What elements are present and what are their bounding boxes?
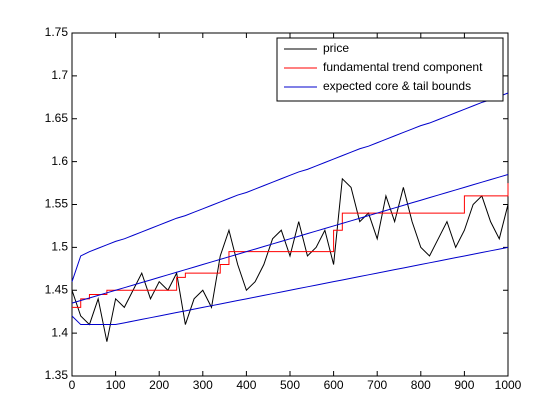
x-tick-label: 300 xyxy=(193,378,213,392)
y-tick-label: 1.6 xyxy=(51,154,68,168)
y-tick-label: 1.45 xyxy=(45,282,69,296)
x-tick-label: 700 xyxy=(367,378,387,392)
x-tick-label: 200 xyxy=(149,378,169,392)
legend-label: price xyxy=(323,41,349,55)
series-line xyxy=(71,246,509,326)
x-tick-label: 0 xyxy=(69,378,76,392)
y-tick-label: 1.5 xyxy=(51,240,68,254)
x-tick-label: 900 xyxy=(454,378,474,392)
series-line xyxy=(71,92,509,282)
x-tick-label: 1000 xyxy=(495,378,522,392)
x-tick-label: 800 xyxy=(411,378,431,392)
y-tick-label: 1.55 xyxy=(45,197,69,211)
y-tick-label: 1.4 xyxy=(51,325,68,339)
y-tick-label: 1.75 xyxy=(45,25,69,39)
x-tick-label: 500 xyxy=(280,378,300,392)
series-line xyxy=(72,183,509,308)
series-line xyxy=(71,174,509,304)
y-tick-label: 1.65 xyxy=(45,111,69,125)
legend-label: fundamental trend component xyxy=(323,60,483,74)
x-tick-label: 400 xyxy=(236,378,256,392)
y-tick-label: 1.35 xyxy=(45,368,69,382)
x-tick-label: 100 xyxy=(106,378,126,392)
legend-label: expected core & tail bounds xyxy=(323,79,471,93)
y-tick-label: 1.7 xyxy=(51,68,68,82)
x-tick-label: 600 xyxy=(324,378,344,392)
